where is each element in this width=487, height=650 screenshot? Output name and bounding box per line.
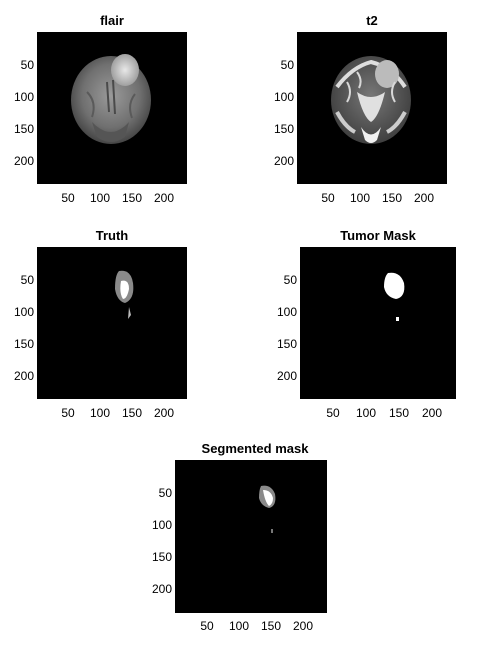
panel-title: Segmented mask	[201, 441, 309, 456]
y-tick-label: 50	[280, 58, 294, 72]
y-tick-label: 50	[283, 273, 297, 287]
y-tick-label: 150	[273, 122, 294, 136]
y-tick-label: 50	[20, 58, 34, 72]
x-tick-label: 200	[413, 191, 435, 205]
y-tick-label: 100	[273, 90, 294, 104]
panel-title: flair	[100, 13, 124, 28]
x-tick-label: 200	[153, 191, 175, 205]
panel-t2: t2 50 100 150 200 50 100 150 200	[260, 0, 470, 210]
mask-image-segmented	[175, 460, 327, 613]
y-tick-label: 150	[13, 337, 34, 351]
mri-image-flair	[37, 32, 187, 184]
x-tick-label: 150	[121, 406, 143, 420]
x-tick-label: 50	[61, 406, 75, 420]
y-tick-label: 50	[20, 273, 34, 287]
panel-truth: Truth 50 100 150 200 50 100 150 200	[0, 215, 200, 425]
x-tick-label: 200	[153, 406, 175, 420]
x-tick-label: 50	[321, 191, 335, 205]
panel-tumor-mask: Tumor Mask 50 100 150 200 50 100 150 200	[263, 215, 473, 425]
y-tick-label: 200	[13, 154, 34, 168]
y-tick-label: 100	[276, 305, 297, 319]
panel-title: t2	[366, 13, 378, 28]
panel-flair: flair 50 100 150 200 50 100 15	[0, 0, 200, 210]
x-tick-label: 100	[89, 406, 111, 420]
mask-image-tumor	[300, 247, 456, 399]
x-tick-label: 200	[292, 619, 314, 633]
x-tick-label: 150	[121, 191, 143, 205]
y-tick-label: 200	[13, 369, 34, 383]
x-tick-label: 50	[61, 191, 75, 205]
panel-segmented-mask: Segmented mask 50 100 150 200 50 100 150…	[140, 425, 350, 640]
x-tick-label: 150	[388, 406, 410, 420]
y-tick-label: 200	[276, 369, 297, 383]
y-tick-label: 100	[151, 518, 172, 532]
y-tick-label: 200	[273, 154, 294, 168]
panel-title: Tumor Mask	[340, 228, 416, 243]
y-tick-label: 100	[13, 305, 34, 319]
y-tick-label: 200	[151, 582, 172, 596]
y-tick-label: 150	[151, 550, 172, 564]
x-tick-label: 100	[355, 406, 377, 420]
x-tick-label: 200	[421, 406, 443, 420]
y-tick-label: 50	[158, 486, 172, 500]
y-tick-label: 150	[13, 122, 34, 136]
mri-image-t2	[297, 32, 447, 184]
mask-image-truth	[37, 247, 187, 399]
y-tick-label: 150	[276, 337, 297, 351]
x-tick-label: 150	[381, 191, 403, 205]
y-tick-label: 100	[13, 90, 34, 104]
x-tick-label: 150	[260, 619, 282, 633]
x-tick-label: 100	[89, 191, 111, 205]
panel-title: Truth	[95, 228, 129, 243]
x-tick-label: 50	[326, 406, 340, 420]
x-tick-label: 100	[349, 191, 371, 205]
x-tick-label: 100	[228, 619, 250, 633]
x-tick-label: 50	[200, 619, 214, 633]
